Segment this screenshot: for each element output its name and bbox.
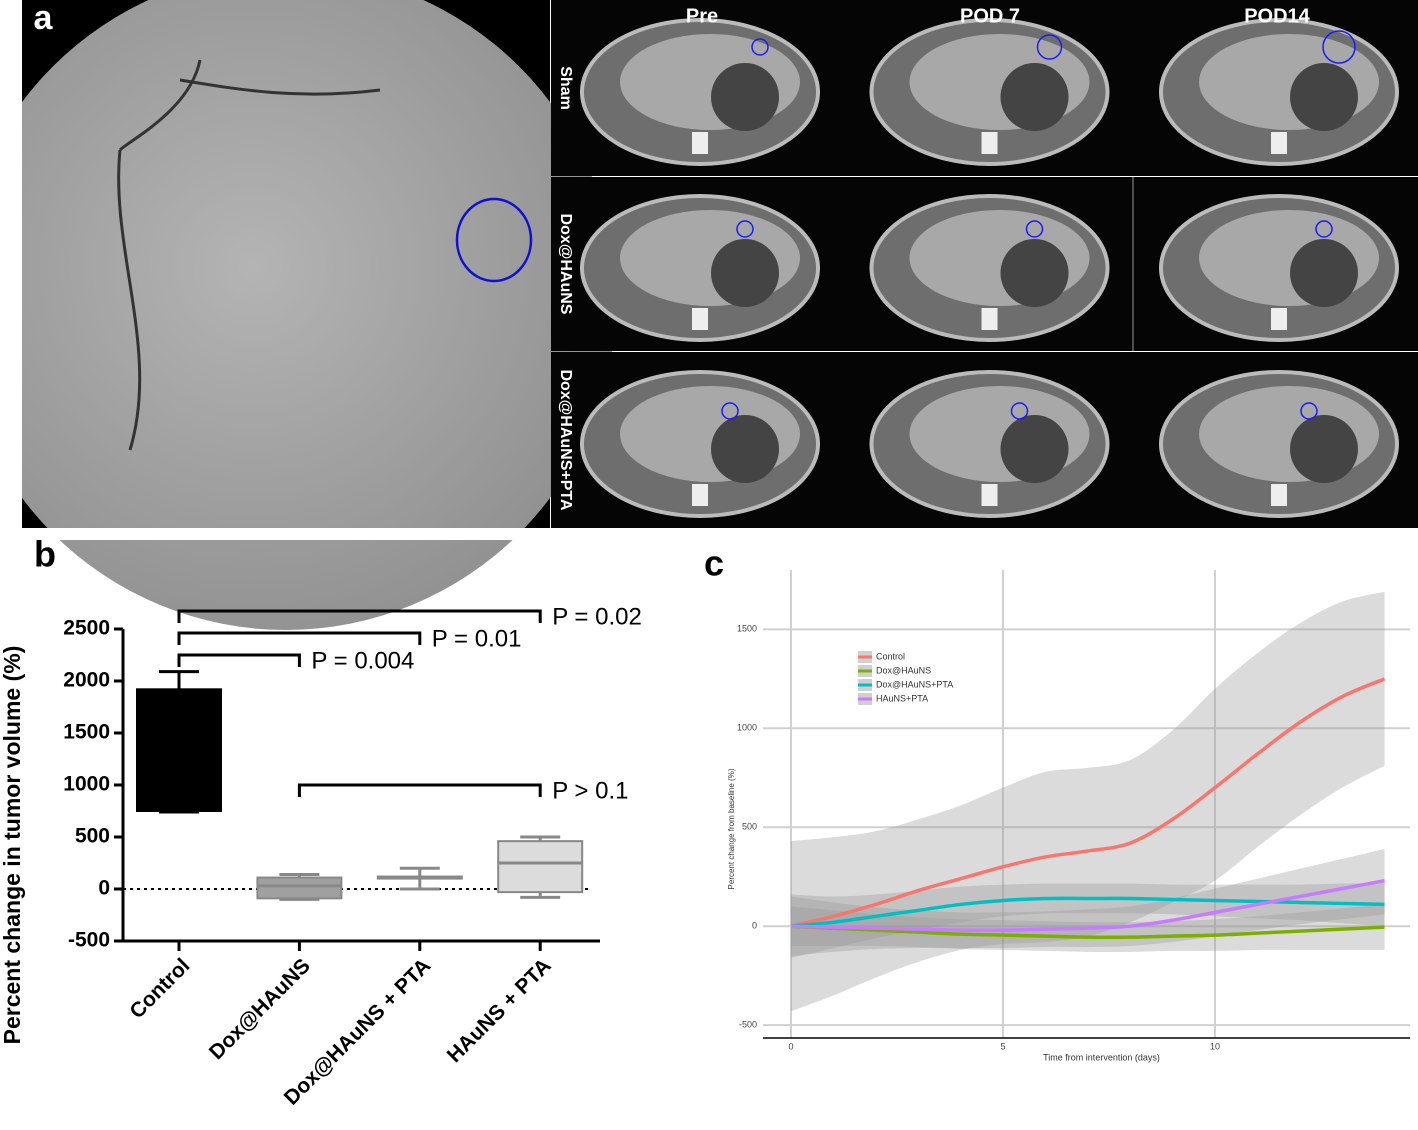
tumor-circle [1322,30,1356,64]
x-tick-label: Dox@HAuNS [205,954,315,1064]
tumor-circle [736,220,754,238]
series-line [790,677,1386,928]
tumor-circle [1036,34,1063,60]
y-tick-label: -500 [739,1020,757,1030]
significance-bracket [177,653,301,667]
y-tick-label: -500 [68,929,110,952]
y-tick-label: 1500 [737,624,757,634]
legend-label: Dox@HAuNS+PTA [876,679,953,689]
y-axis-title: Percent change from baseline (%) [727,768,736,889]
ct-spine [692,308,708,330]
box [136,688,222,813]
series-line [790,896,1385,928]
panel-label: a [34,0,54,37]
y-tick-label: 0 [98,877,110,900]
tumor-circle [455,197,533,283]
ct-spine [1271,308,1287,330]
tumor-circle [751,38,769,56]
column-label: Pre [686,5,718,27]
ct-bowel [1290,239,1358,307]
ct-spine [692,484,708,506]
ct-bowel [1000,239,1069,307]
legend-bg [855,650,970,708]
legend-label: Control [876,651,905,661]
tumor-circle [721,402,739,420]
y-tick-label: 2500 [63,617,110,640]
vessel [117,59,381,451]
x-tick-label: 5 [1000,1041,1005,1051]
tumor-circle [1025,220,1044,238]
angiogram [0,0,616,630]
x-tick-label: 0 [788,1041,793,1051]
y-axis-title: Percent change in tumor volume (%) [0,646,25,1045]
ct-bowel [1290,63,1358,131]
label-box [22,0,68,40]
series-line [790,924,1385,939]
significance-bracket [177,631,422,645]
legend-label: Dox@HAuNS [876,665,931,675]
x-tick-label: HAuNS + PTA [443,954,556,1067]
row-label: Sham [557,66,574,110]
ct-spine [1271,132,1287,154]
significance-bracket [297,783,542,797]
box [256,876,343,900]
y-tick-label: 2000 [63,669,110,692]
p-value: P > 0.1 [552,777,628,804]
y-tick-label: 500 [75,825,110,848]
y-tick-label: 1000 [737,723,757,733]
ct-bowel [1000,63,1069,131]
p-value: P = 0.004 [311,647,414,674]
ct-bowel [711,63,779,131]
x-tick-label: 10 [1210,1041,1220,1051]
ct-spine [981,132,998,154]
row-label: Dox@HAuNS+PTA [557,369,574,511]
box [497,840,584,894]
legend-label: HAuNS+PTA [876,693,928,703]
ct-bowel [711,239,779,307]
ct-spine [1271,484,1287,506]
column-label: POD 7 [960,5,1020,27]
panel-label: c [704,543,724,584]
p-value: P = 0.01 [432,625,522,652]
tumor-circle [1300,402,1318,420]
ct-bowel [1000,415,1069,483]
y-tick-label: 0 [752,921,757,931]
ct-spine [981,484,998,506]
tumor-circle [1010,402,1029,420]
panel-label: b [34,534,56,575]
ct-spine [981,308,998,330]
x-axis-title: Time from intervention (days) [1043,1052,1160,1062]
significance-bracket [177,609,542,623]
y-tick-label: 500 [742,822,757,832]
ct-bowel [1290,415,1358,483]
tumor-circle [1315,220,1333,238]
series-line [790,878,1385,933]
y-tick-label: 1500 [63,721,110,744]
ct-bowel [711,415,779,483]
ct-grid: Sham Dox@HAuNS Dox@HAuNS+PTA Pre POD 7 POD14 [551,0,1418,528]
x-tick-label: Control [125,954,194,1023]
y-tick-label: 1000 [63,773,110,796]
column-label: POD14 [1244,5,1310,27]
ct-spine [692,132,708,154]
row-label: Dox@HAuNS [557,214,574,315]
p-value: P = 0.02 [552,603,642,630]
